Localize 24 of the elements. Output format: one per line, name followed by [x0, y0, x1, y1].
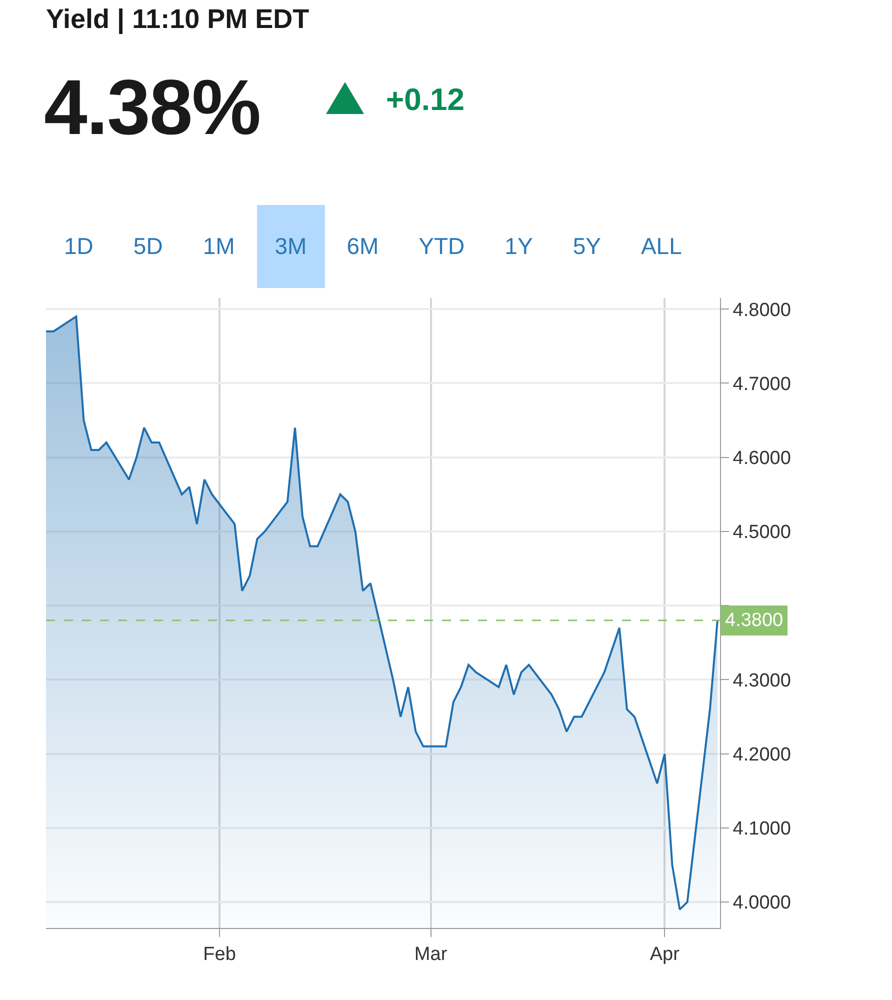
text: +0.12	[386, 82, 464, 118]
x-tick-label: Mar	[414, 944, 448, 965]
chart-title: Yield | 11:10 PM EDT	[46, 4, 310, 35]
x-tick-label: Apr	[650, 944, 680, 965]
y-tick-label: 4.2000	[732, 744, 791, 766]
y-tick-label: 4.5000	[732, 522, 791, 544]
chart-subtitle: 4.38%	[44, 62, 260, 153]
text: YTD	[400, 205, 483, 288]
text: ALL	[622, 205, 700, 288]
y-tick-label: 4.6000	[732, 448, 791, 469]
y-tick-label: 4.0000	[732, 892, 791, 914]
text: 5Y	[554, 205, 619, 288]
y-tick-label: 4.3000	[732, 670, 791, 692]
y-tick-label: 4.7000	[732, 374, 791, 395]
text: 3M	[256, 205, 325, 288]
x-tick-label: Feb	[203, 944, 236, 965]
text: 1D	[46, 205, 112, 288]
text: 5D	[115, 205, 181, 288]
y-tick-label: 4.1000	[732, 818, 791, 840]
text: 6M	[328, 205, 397, 288]
text: 1Y	[486, 205, 551, 288]
y-tick-label: 4.8000	[732, 300, 791, 321]
text: 1M	[184, 205, 253, 288]
ref-line-label: 4.3800	[725, 610, 784, 631]
